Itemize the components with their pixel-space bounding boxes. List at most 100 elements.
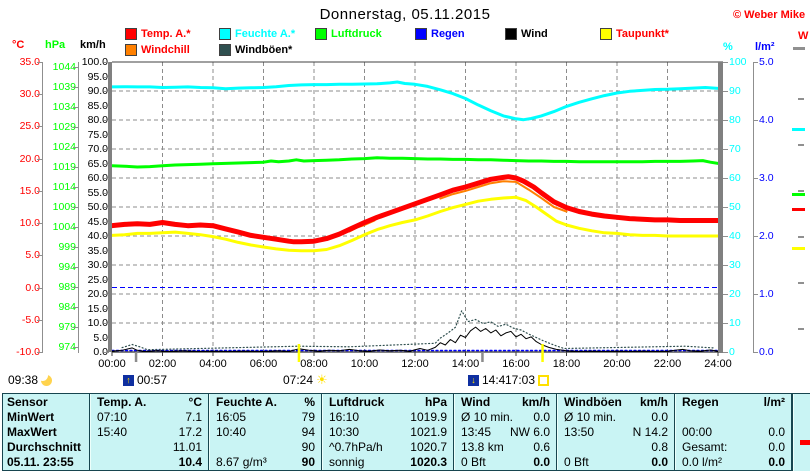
x-axis-tick-label: 22:00 <box>653 358 682 370</box>
cell-value: NW 6.0 <box>509 424 550 439</box>
y-axis-tick <box>73 307 78 308</box>
cell-value: 94 <box>301 424 315 439</box>
cell-time: 16:05 <box>216 409 247 424</box>
y-axis-tick-label-rain: 2.0 <box>759 230 774 242</box>
legend-item-windb-en-: Windböen* <box>219 44 292 56</box>
cell-value: 0.0 <box>768 424 785 439</box>
y-axis-tick <box>37 223 42 225</box>
y-axis-tick-label-wind: 70.0 <box>87 143 108 155</box>
column-name: Regen <box>682 394 719 409</box>
y-axis-tick <box>73 167 78 168</box>
current-value-dash <box>792 247 805 250</box>
cell-time: 07:10 <box>97 409 128 424</box>
sunset-square-icon <box>538 374 550 386</box>
legend-label: Taupunkt* <box>616 28 669 40</box>
column-name: Wind <box>461 394 491 409</box>
y-axis-tick <box>753 178 758 179</box>
y-axis-tick <box>723 294 728 295</box>
legend-label: Wind <box>521 28 548 40</box>
legend-item-regen: Regen <box>415 28 465 40</box>
cell-value: 79 <box>301 409 315 424</box>
y-axis-tick <box>73 267 78 268</box>
y-axis-tick-label-pressure: 1014 <box>52 181 76 193</box>
series-line-windchill <box>439 180 568 213</box>
y-axis-tick-label-wind: 90.0 <box>87 85 108 97</box>
y-axis-tick <box>73 107 78 108</box>
cell-time: 10:40 <box>216 424 247 439</box>
y-axis-tick-label-pressure: 984 <box>58 301 76 313</box>
y-axis-tick-label-wind: 5.0 <box>93 331 108 344</box>
y-axis-tick <box>723 149 728 150</box>
y-axis-tick-label-pressure: 1034 <box>52 101 76 113</box>
y-axis-tick <box>73 67 78 68</box>
legend-swatch-icon <box>125 28 137 40</box>
y-axis-line-pressure <box>78 62 79 353</box>
column-name: Windböen <box>564 394 622 409</box>
cell-value: 0.0 <box>768 440 785 455</box>
cell-time: 16:10 <box>329 409 360 424</box>
y-axis-tick <box>104 91 109 92</box>
table-row-label: 05.11. 23:55 <box>7 455 74 470</box>
legend-label: Feuchte A.* <box>235 28 296 40</box>
column-name: Feuchte A. <box>216 394 277 409</box>
unit-label-w: W <box>798 30 809 42</box>
legend-label: Windchill <box>141 44 190 56</box>
cell-value: 0.8 <box>651 440 668 455</box>
y-axis-tick <box>37 190 42 192</box>
cell-value: 11.01 <box>172 440 202 455</box>
y-axis-tick <box>104 149 109 150</box>
x-axis-tick-label: 06:00 <box>249 358 278 370</box>
y-axis-tick-label-pressure: 999 <box>58 241 76 253</box>
y-axis-tick <box>104 163 109 165</box>
y-axis-tick-label-humidity: 80 <box>729 114 741 126</box>
y-axis-tick-label-rain: 3.0 <box>759 172 774 184</box>
table-cell: sonnig 1020.3 <box>322 455 453 470</box>
y-axis-tick <box>73 347 78 348</box>
cell-value: 90 <box>301 440 315 455</box>
y-axis-tick <box>753 236 758 237</box>
y-axis-tick <box>73 287 78 288</box>
table-header-sensor: Sensor <box>7 394 48 409</box>
series-line-windb-en <box>121 310 714 351</box>
column-unit: km/h <box>521 394 550 409</box>
table-cell: 90 <box>209 440 321 455</box>
y-axis-line-rain <box>753 62 754 353</box>
page-title: Donnerstag, 05.11.2015 <box>319 6 491 23</box>
y-axis-tick-label-pressure: 1039 <box>52 81 76 93</box>
legend-item-windchill: Windchill <box>125 44 190 56</box>
table-column-sensor: Sensor MinWert MaxWert Durchschnitt 05.11. 2… <box>3 394 89 470</box>
cell-time: Ø 10 min. <box>461 409 514 424</box>
y-axis-tick-label-wind: 55.0 <box>87 186 108 199</box>
legend-swatch-icon <box>415 28 427 40</box>
y-axis-tick-label-wind: 10.0 <box>87 317 108 329</box>
table-column-regen: Regen l/m² 00:00 0.0 Gesamt: 0.0 0.0 l/m² 0.0 <box>674 394 791 470</box>
cell-value: 0.0 <box>768 455 785 470</box>
x-axis-tick-label: 16:00 <box>502 358 530 370</box>
table-cell: 11.01 <box>90 440 208 455</box>
y-axis-tick-label-wind: 35.0 <box>87 244 108 257</box>
y-axis-tick-label-temp: 5.0 <box>25 249 40 262</box>
y-axis-tick-label-wind: 60.0 <box>87 172 108 184</box>
legend-item-luftdruck: Luftdruck <box>315 28 382 40</box>
y-axis-tick-label-temp: 15.0 <box>19 184 40 197</box>
x-axis-tick-label: 12:00 <box>401 358 429 370</box>
y-axis-tick <box>723 207 728 208</box>
copyright-label: © Weber Mike <box>733 9 806 21</box>
cell-value: 7.1 <box>185 409 202 424</box>
cut-column-red-dash <box>800 440 810 445</box>
y-axis-tick <box>73 327 78 328</box>
plot-axis-bar-left <box>108 62 112 352</box>
cell-time: 00:00 <box>682 424 713 439</box>
cell-value: 1020.3 <box>410 455 447 470</box>
sunset-marker: 17:03 <box>505 373 550 387</box>
cell-time: 0 Bft <box>461 455 486 470</box>
x-axis-tick-label: 10:00 <box>350 358 379 370</box>
table-column-wind: Wind km/h Ø 10 min. 0.0 13:45 NW 6.0 13.8 km 0.… <box>453 394 556 470</box>
table-cell: 15:40 17.2 <box>90 424 208 439</box>
column-unit: °C <box>188 394 202 409</box>
cell-value: 0.0 <box>533 409 550 424</box>
y-axis-tick-label-temp: 25.0 <box>19 120 40 133</box>
cell-value: 1019.9 <box>410 409 447 424</box>
y-axis-tick-label-rain: 1.0 <box>759 288 774 300</box>
